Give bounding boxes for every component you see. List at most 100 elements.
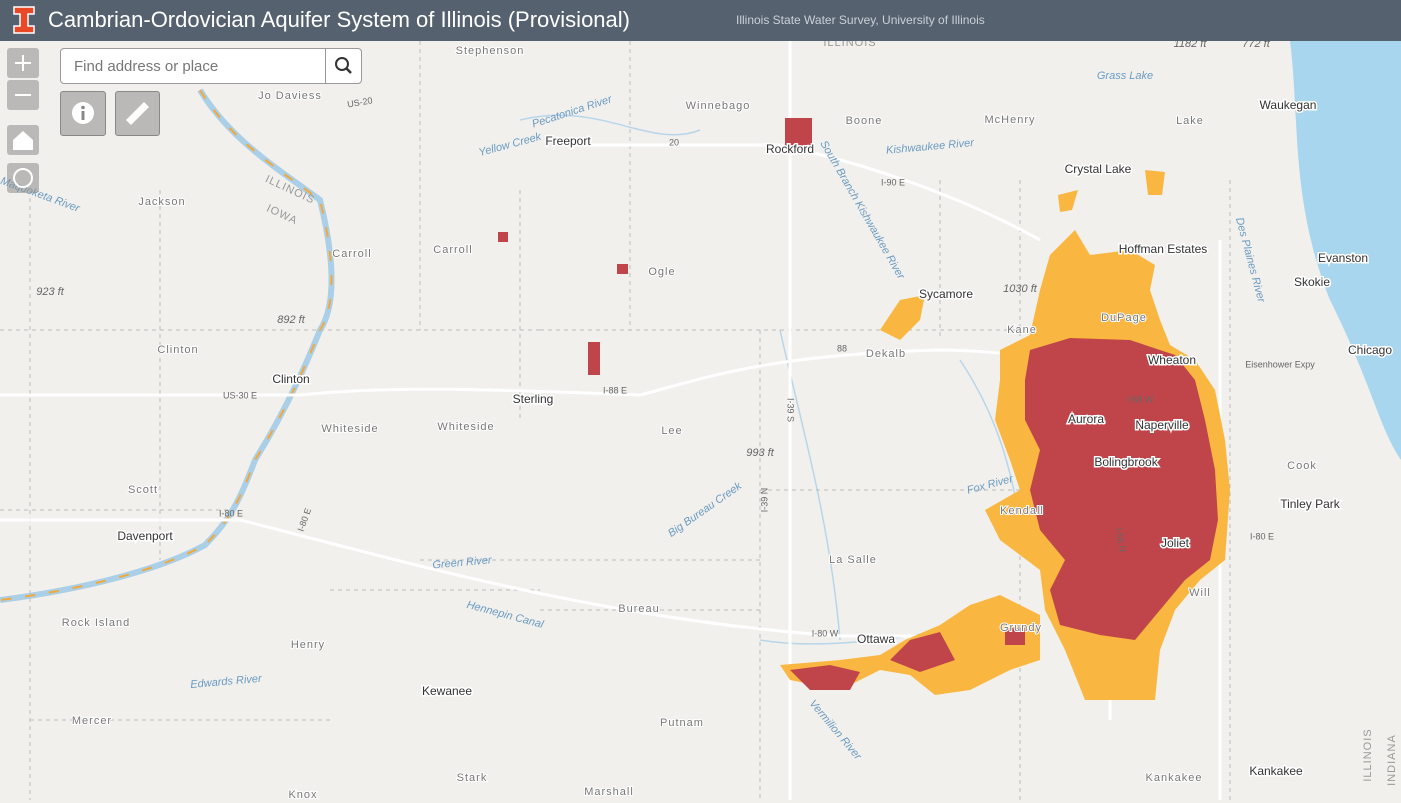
state-label: ILLINOIS xyxy=(823,41,876,49)
state-label: INDIANA xyxy=(1386,734,1398,786)
road-label: I-80 E xyxy=(1250,531,1274,541)
water-label: Kishwaukee River xyxy=(886,137,976,157)
city-label: Davenport xyxy=(117,529,173,543)
road-label: I-80 E xyxy=(219,508,243,518)
home-icon xyxy=(13,131,33,150)
county-label: Cook xyxy=(1287,460,1317,472)
road-label: I-55 N xyxy=(1114,527,1128,553)
elev-label: 1182 ft xyxy=(1174,41,1208,50)
water-label: Pecatonica River xyxy=(531,93,615,131)
county-label: La Salle xyxy=(829,554,877,566)
county-label: Marshall xyxy=(584,786,634,798)
county-label: Ogle xyxy=(648,266,675,278)
locate-icon xyxy=(13,168,33,188)
county-label: Bureau xyxy=(618,603,659,615)
elev-label: 923 ft xyxy=(36,286,64,298)
road-label: I-39 S xyxy=(786,398,796,422)
info-button[interactable] xyxy=(60,91,106,136)
city-label: Wheaton xyxy=(1148,353,1196,367)
locate-button[interactable] xyxy=(7,163,39,193)
info-icon xyxy=(72,102,94,124)
county-label: DuPage xyxy=(1101,312,1147,324)
county-label: Carroll xyxy=(433,244,472,256)
water-label: Edwards River xyxy=(190,673,264,691)
city-label: Tinley Park xyxy=(1280,497,1341,511)
county-label: Lee xyxy=(661,425,682,437)
county-label: Stark xyxy=(457,772,488,784)
road-label: I-39 N xyxy=(759,488,769,513)
water-label: South Branch Kishwaukee River xyxy=(817,139,907,283)
county-label: Whiteside xyxy=(437,421,494,433)
county-label: Grundy xyxy=(1000,622,1042,634)
base-features xyxy=(0,41,1401,800)
zoom-in[interactable] xyxy=(7,48,39,78)
county-label: Carroll xyxy=(332,248,371,260)
county-label: Kankakee xyxy=(1146,772,1203,784)
zoom-out[interactable] xyxy=(7,80,39,110)
city-label: Sterling xyxy=(513,392,554,406)
county-label: Jo Daviess xyxy=(258,90,322,102)
county-label: Whiteside xyxy=(321,423,378,435)
search-icon xyxy=(335,57,352,74)
state-label: ILLINOIS xyxy=(1362,728,1374,781)
city-label: Ottawa xyxy=(857,632,895,646)
road-label: I-80 W xyxy=(812,628,839,638)
elev-label: 892 ft xyxy=(277,314,305,326)
elev-label: 772 ft xyxy=(1242,41,1270,50)
county-label: Lake xyxy=(1176,115,1204,127)
city-label: Waukegan xyxy=(1260,98,1317,112)
logo xyxy=(13,6,35,34)
search-box[interactable]: Find address or place xyxy=(60,48,362,84)
search-placeholder: Find address or place xyxy=(74,58,219,75)
water-label: Big Bureau Creek xyxy=(666,480,744,540)
county-label: Kane xyxy=(1007,324,1037,336)
county-label: Henry xyxy=(291,639,325,651)
city-label: Hoffman Estates xyxy=(1119,242,1208,256)
city-label: Naperville xyxy=(1135,418,1189,432)
state-label: IOWA xyxy=(265,203,300,228)
app-title: Cambrian-Ordovician Aquifer System of Il… xyxy=(48,7,630,32)
home-button[interactable] xyxy=(7,125,39,155)
minus-icon xyxy=(15,94,31,96)
measure-icon xyxy=(126,102,149,125)
city-label: Rockford xyxy=(766,142,814,156)
road-label: US-20 xyxy=(346,95,373,109)
city-label: Crystal Lake xyxy=(1065,162,1132,176)
county-label: Boone xyxy=(846,115,883,127)
search-button[interactable] xyxy=(325,49,361,83)
road-label: US-30 E xyxy=(223,390,257,400)
app-subtitle: Illinois State Water Survey, University … xyxy=(736,13,985,27)
road-label: I-88 E xyxy=(603,385,627,395)
city-label: Sycamore xyxy=(919,287,973,301)
city-label: Freeport xyxy=(545,134,591,148)
county-label: Putnam xyxy=(660,717,704,729)
city-label: Skokie xyxy=(1294,275,1330,289)
county-label: Clinton xyxy=(157,344,198,356)
city-label: Clinton xyxy=(272,372,309,386)
road-label: I-90 E xyxy=(881,177,905,187)
county-label: Scott xyxy=(128,484,158,496)
city-label: Bolingbrook xyxy=(1094,455,1158,469)
city-label: Joliet xyxy=(1161,536,1190,550)
county-label: Dekalb xyxy=(866,348,906,360)
county-label: Will xyxy=(1189,587,1211,599)
measure-button[interactable] xyxy=(115,91,160,136)
elev-label: 993 ft xyxy=(746,447,774,459)
header: Cambrian-Ordovician Aquifer System of Il… xyxy=(0,0,1401,41)
city-label: Evanston xyxy=(1318,251,1368,265)
road-label: Eisenhower Expy xyxy=(1245,359,1315,369)
map[interactable]: Rockford Freeport Crystal Lake Waukegan Hoff… xyxy=(0,41,1401,803)
county-label: McHenry xyxy=(984,114,1035,126)
water-label: Hennepin Canal xyxy=(465,599,545,631)
plus-icon xyxy=(15,55,31,71)
map-labels: Rockford Freeport Crystal Lake Waukegan Hoff… xyxy=(0,41,1398,802)
water-label: Fox River xyxy=(966,473,1016,497)
water-label: Des Plaines River xyxy=(1233,216,1268,305)
city-label: Kankakee xyxy=(1249,764,1303,778)
county-label: Rock Island xyxy=(62,617,130,629)
water-label: Green River xyxy=(432,554,493,571)
city-label: Aurora xyxy=(1068,412,1104,426)
elev-label: 1030 ft xyxy=(1003,283,1038,295)
county-label: Mercer xyxy=(72,715,112,727)
